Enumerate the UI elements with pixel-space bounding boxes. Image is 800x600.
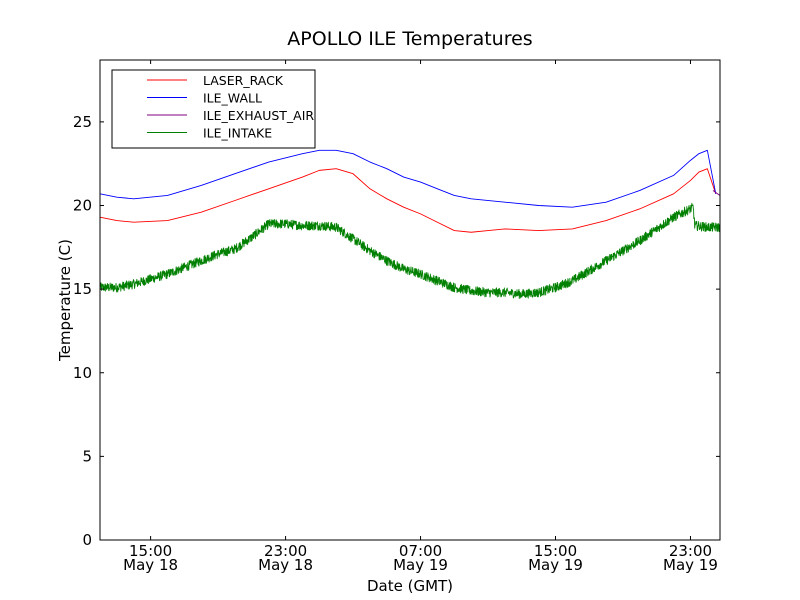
- legend-box: [111, 69, 316, 149]
- x-tick-label-date: May 19: [528, 556, 583, 574]
- x-tick-label-date: May 18: [123, 556, 178, 574]
- x-tick-label-date: May 19: [663, 556, 718, 574]
- plot-frame: [99, 59, 721, 541]
- legend-label: ILE_WALL: [203, 91, 262, 106]
- legend-label: LASER_RACK: [203, 73, 284, 88]
- y-tick-label: 20: [73, 197, 92, 215]
- plot-area: [99, 149, 721, 299]
- series-line-ile-exhaust-air: [712, 190, 721, 196]
- x-tick-label-time: 15:00: [534, 542, 577, 560]
- x-tick-label-time: 23:00: [669, 542, 712, 560]
- legend-label: ILE_INTAKE: [203, 126, 272, 141]
- legend-label: ILE_EXHAUST_AIR: [203, 108, 314, 123]
- series-line-ile-wall: [99, 149, 717, 208]
- y-tick-label: 5: [82, 447, 92, 465]
- y-tick-label: 25: [73, 113, 92, 131]
- y-axis-label: Temperature (C): [56, 239, 74, 362]
- y-tick-label: 10: [73, 364, 92, 382]
- x-tick-label-time: 23:00: [264, 542, 307, 560]
- y-tick-label: 0: [82, 531, 92, 549]
- x-tick-label-time: 07:00: [399, 542, 442, 560]
- x-tick-label-time: 15:00: [129, 542, 172, 560]
- chart-title: APOLLO ILE Temperatures: [287, 28, 532, 50]
- series-line-laser-rack: [99, 168, 717, 233]
- y-tick-label: 15: [73, 280, 92, 298]
- x-axis-label: Date (GMT): [367, 577, 453, 595]
- x-tick-label-date: May 18: [258, 556, 313, 574]
- legend: LASER_RACK ILE_WALL ILE_EXHAUST_AIR ILE_INT…: [111, 69, 316, 149]
- series-line-ile-intake: [99, 202, 721, 299]
- x-tick-label-date: May 19: [393, 556, 448, 574]
